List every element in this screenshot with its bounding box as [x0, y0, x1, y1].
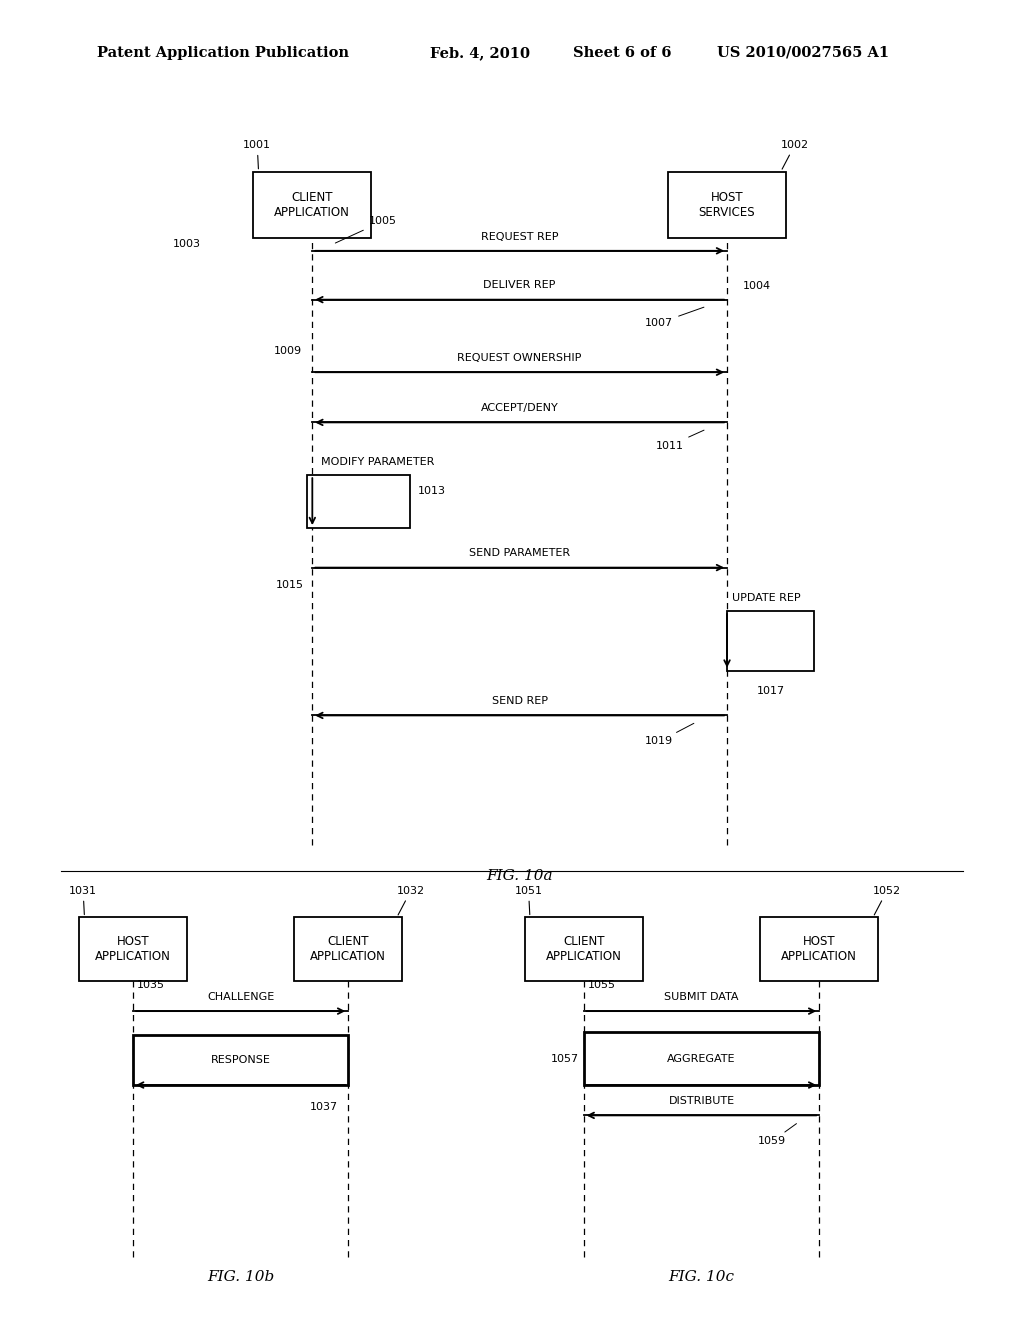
Text: SEND REP: SEND REP — [492, 696, 548, 706]
Text: 1002: 1002 — [780, 140, 809, 169]
Text: 1019: 1019 — [645, 723, 694, 747]
Text: Patent Application Publication: Patent Application Publication — [97, 46, 349, 59]
Text: RESPONSE: RESPONSE — [211, 1055, 270, 1065]
Text: 1013: 1013 — [418, 486, 445, 496]
Text: 1004: 1004 — [742, 281, 770, 292]
Text: MODIFY PARAMETER: MODIFY PARAMETER — [321, 457, 434, 467]
Text: 1001: 1001 — [244, 140, 271, 169]
Text: REQUEST REP: REQUEST REP — [481, 231, 558, 242]
Text: ACCEPT/DENY: ACCEPT/DENY — [481, 403, 558, 413]
Text: CHALLENGE: CHALLENGE — [207, 991, 274, 1002]
Text: 1011: 1011 — [655, 430, 705, 451]
Text: 1003: 1003 — [173, 239, 201, 249]
Bar — [133, 1035, 348, 1085]
Text: CLIENT
APPLICATION: CLIENT APPLICATION — [310, 935, 386, 964]
Text: HOST
APPLICATION: HOST APPLICATION — [95, 935, 171, 964]
Bar — [80, 917, 186, 981]
Text: 1031: 1031 — [70, 886, 97, 915]
Bar — [295, 917, 401, 981]
Text: 1017: 1017 — [757, 686, 784, 697]
Text: REQUEST OWNERSHIP: REQUEST OWNERSHIP — [458, 352, 582, 363]
Text: HOST
APPLICATION: HOST APPLICATION — [781, 935, 857, 964]
Bar — [727, 611, 814, 671]
Bar — [254, 172, 371, 238]
Text: SUBMIT DATA: SUBMIT DATA — [665, 991, 738, 1002]
Bar — [524, 917, 643, 981]
Text: 1005: 1005 — [335, 216, 396, 243]
Text: 1007: 1007 — [645, 308, 703, 329]
Text: 1035: 1035 — [137, 979, 165, 990]
Text: DISTRIBUTE: DISTRIBUTE — [669, 1096, 734, 1106]
Text: SEND PARAMETER: SEND PARAMETER — [469, 548, 570, 558]
Text: CLIENT
APPLICATION: CLIENT APPLICATION — [546, 935, 622, 964]
Text: Sheet 6 of 6: Sheet 6 of 6 — [573, 46, 672, 59]
Bar — [760, 917, 879, 981]
Text: US 2010/0027565 A1: US 2010/0027565 A1 — [717, 46, 889, 59]
Bar — [584, 1032, 819, 1085]
Text: UPDATE REP: UPDATE REP — [732, 593, 801, 603]
Text: CLIENT
APPLICATION: CLIENT APPLICATION — [274, 190, 350, 219]
Text: FIG. 10c: FIG. 10c — [669, 1270, 734, 1284]
Text: 1009: 1009 — [274, 346, 302, 356]
Text: FIG. 10b: FIG. 10b — [207, 1270, 274, 1284]
Text: Feb. 4, 2010: Feb. 4, 2010 — [430, 46, 530, 59]
Text: 1051: 1051 — [514, 886, 543, 915]
Text: FIG. 10a: FIG. 10a — [486, 869, 553, 883]
Text: 1032: 1032 — [397, 886, 425, 915]
Text: AGGREGATE: AGGREGATE — [668, 1053, 735, 1064]
Text: 1037: 1037 — [310, 1102, 338, 1113]
Text: 1059: 1059 — [758, 1123, 797, 1147]
Text: DELIVER REP: DELIVER REP — [483, 280, 556, 290]
Text: 1052: 1052 — [872, 886, 901, 915]
Text: HOST
SERVICES: HOST SERVICES — [698, 190, 756, 219]
Text: 1055: 1055 — [588, 979, 615, 990]
Text: 1015: 1015 — [276, 579, 304, 590]
Bar — [668, 172, 786, 238]
Text: 1057: 1057 — [551, 1053, 579, 1064]
Bar — [307, 475, 410, 528]
